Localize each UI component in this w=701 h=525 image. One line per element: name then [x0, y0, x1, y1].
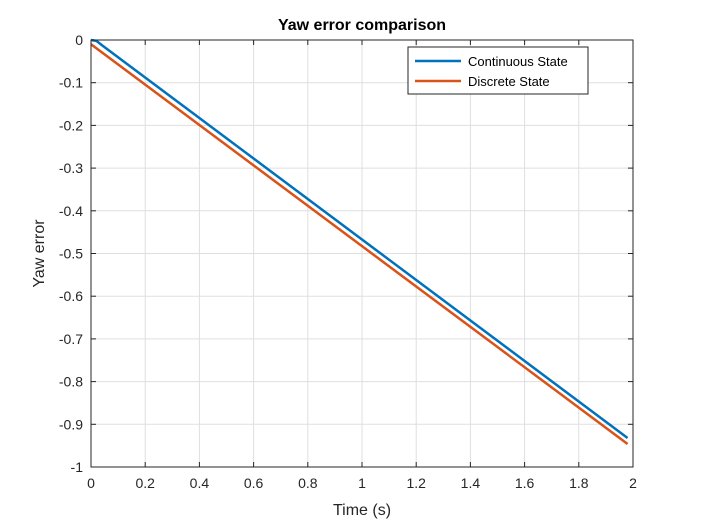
chart-title: Yaw error comparison — [278, 17, 446, 34]
y-tick-label: -0.2 — [59, 117, 83, 133]
y-tick-label: -0.5 — [59, 246, 83, 262]
x-tick-label: 0.4 — [190, 475, 210, 491]
series-line-discrete — [90, 43, 629, 445]
legend-box — [407, 46, 589, 95]
legend-label-continuous: Continuous State — [468, 54, 568, 69]
ticks — [90, 39, 634, 468]
y-tick-label: 0 — [75, 32, 83, 48]
legend-label-discrete: Discrete State — [468, 74, 550, 89]
y-tick-label: -0.1 — [59, 75, 83, 91]
x-tick-label: 1.8 — [569, 475, 589, 491]
x-tick-label: 0.6 — [244, 475, 264, 491]
x-tick-label: 0.2 — [135, 475, 155, 491]
y-axis-label: Yaw error — [31, 219, 48, 288]
x-tick-label: 1.4 — [461, 475, 481, 491]
y-tick-label: -0.7 — [59, 331, 83, 347]
y-tick-label: -0.4 — [59, 203, 83, 219]
x-tick-label: 0 — [87, 475, 95, 491]
y-tick-label: -0.8 — [59, 374, 83, 390]
x-tick-label: 1.2 — [406, 475, 426, 491]
x-tick-label: 0.8 — [298, 475, 318, 491]
y-tick-label: -1 — [71, 459, 84, 475]
y-tick-label: -0.6 — [59, 288, 83, 304]
legend: Continuous State Discrete State — [407, 46, 589, 95]
tick-labels: 0 0.2 0.4 0.6 0.8 1 1.2 1.4 1.6 1.8 2 0 -0.1 -0.2 -0.3… — [59, 32, 637, 491]
y-tick-label: -0.9 — [59, 416, 83, 432]
x-tick-label: 1.6 — [515, 475, 535, 491]
x-axis-label: Time (s) — [333, 502, 391, 519]
x-tick-label: 2 — [629, 475, 637, 491]
x-tick-label: 1 — [358, 475, 366, 491]
y-tick-label: -0.3 — [59, 160, 83, 176]
